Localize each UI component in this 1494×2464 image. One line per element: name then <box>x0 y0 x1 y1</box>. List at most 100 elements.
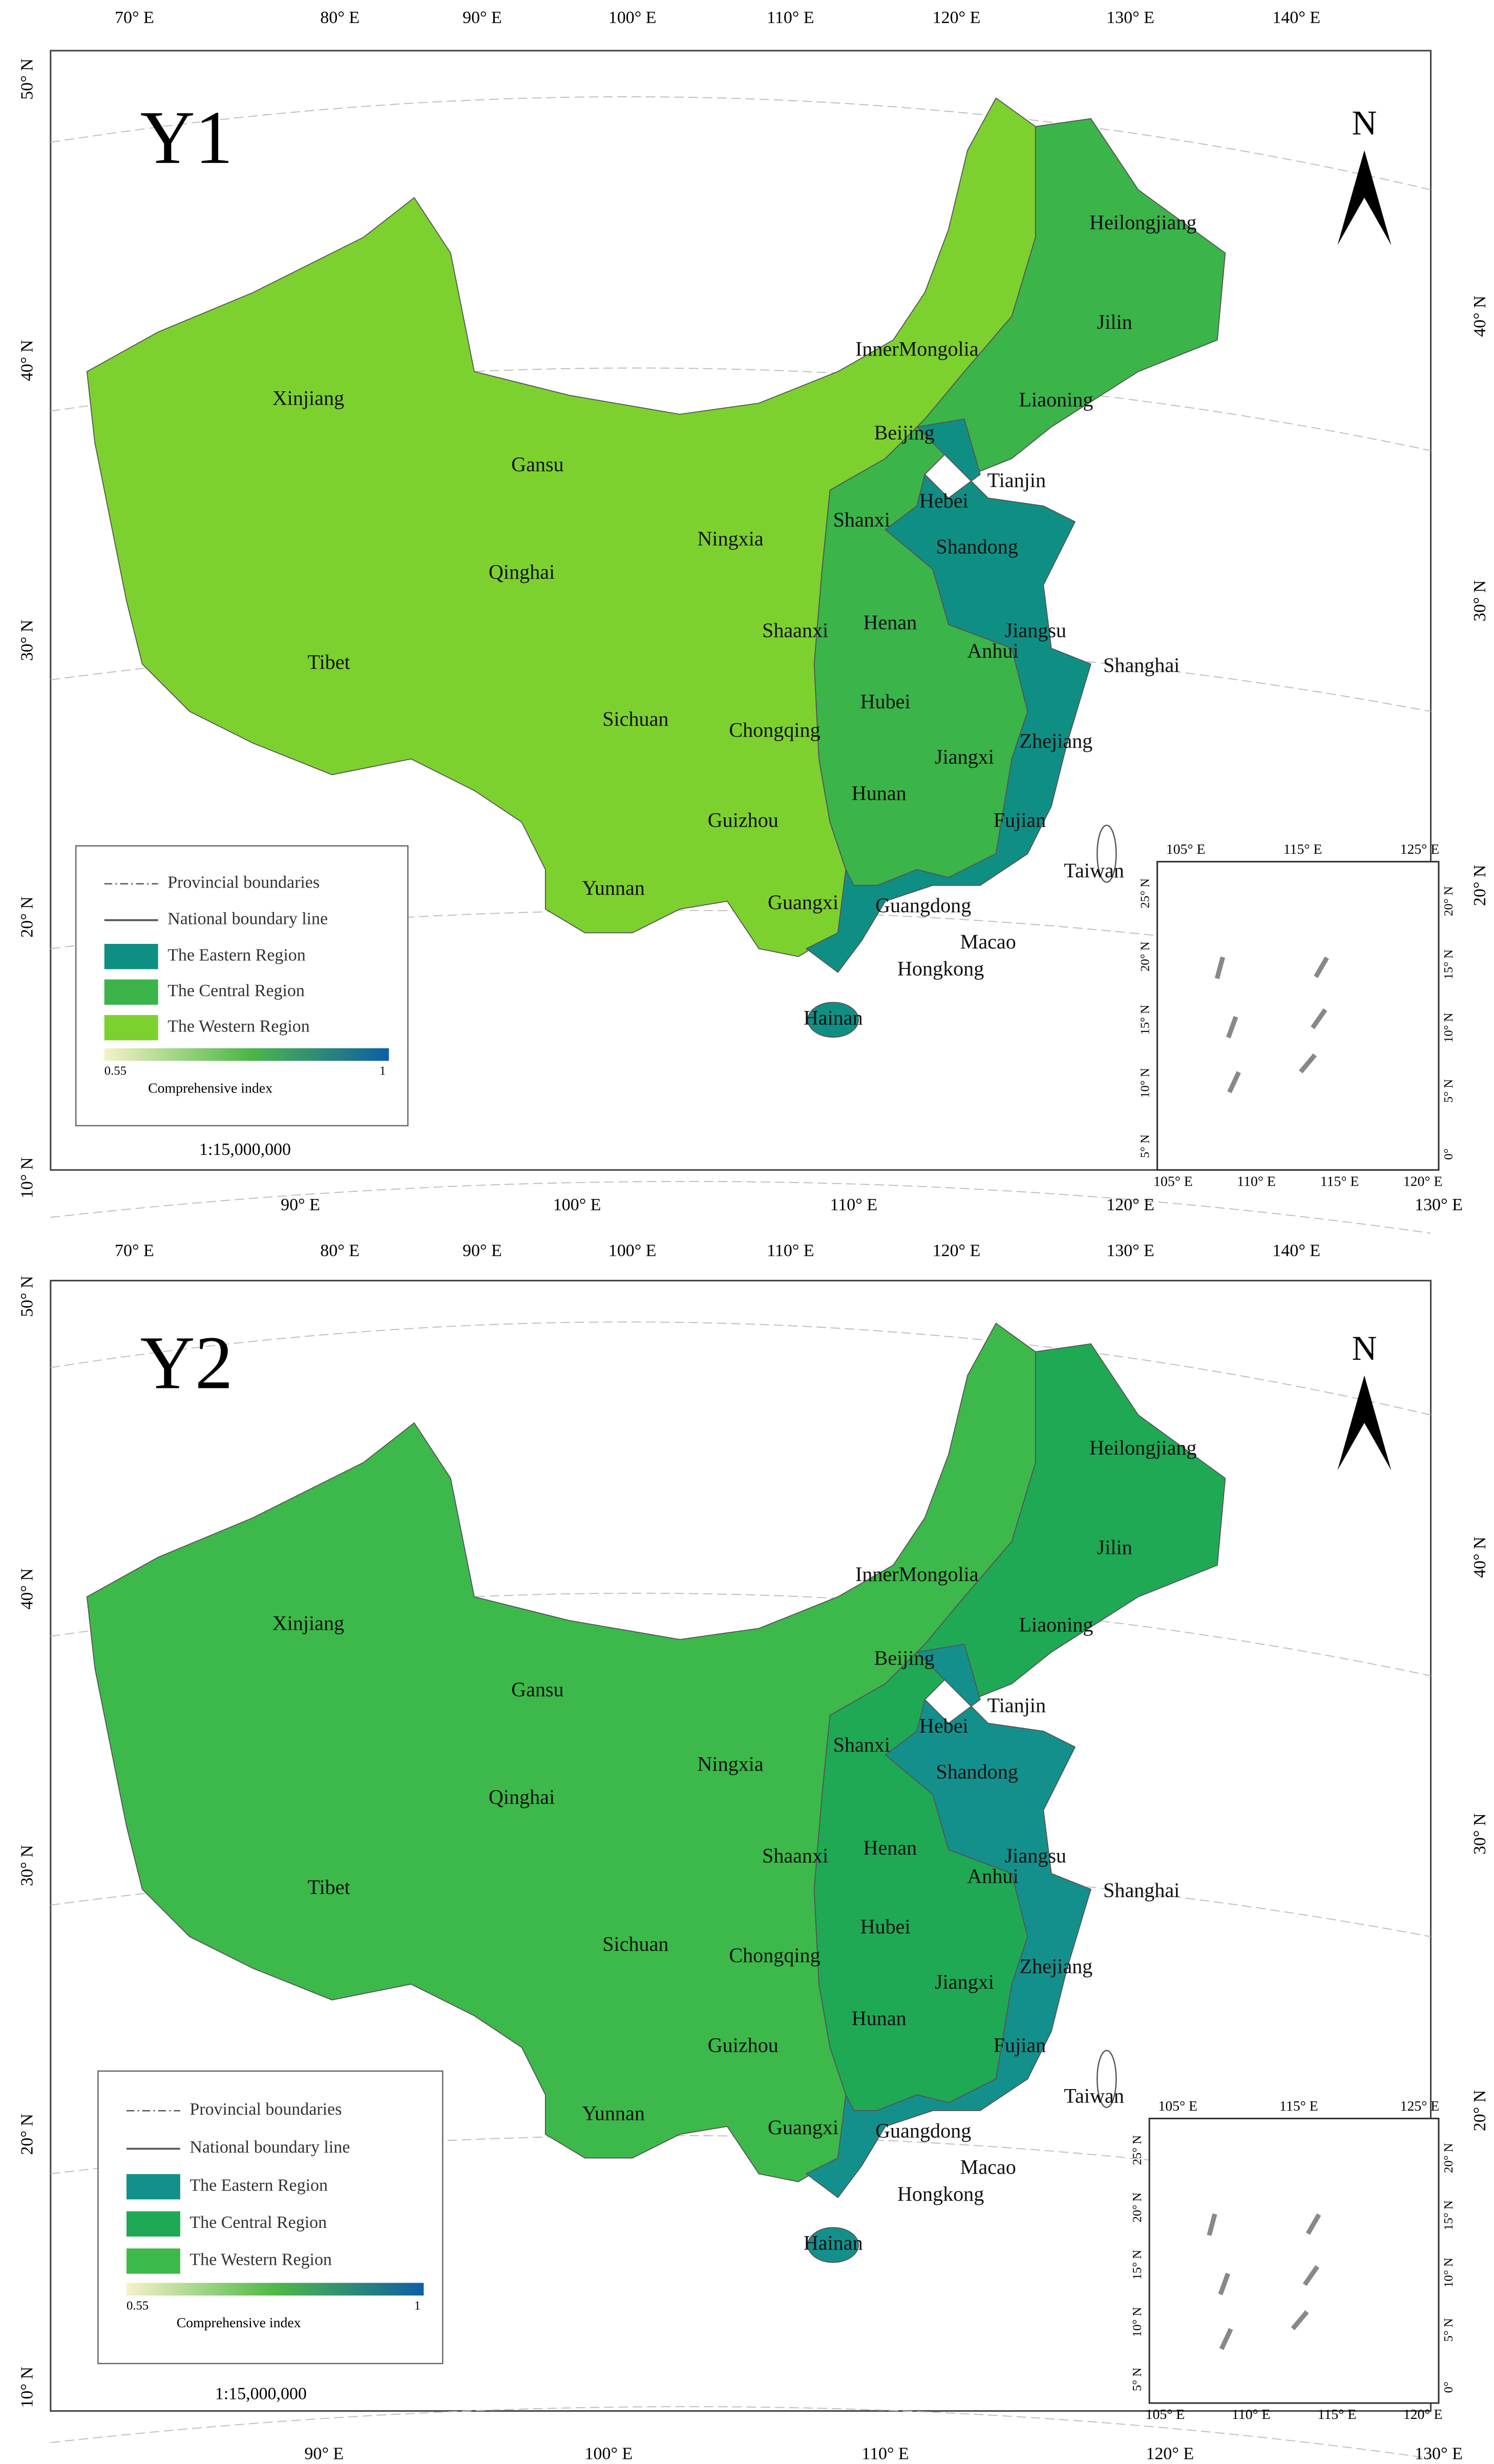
legend-label: The Western Region <box>167 1017 310 1036</box>
inset-lat-label: 10° N <box>1442 1013 1456 1043</box>
north-label: N <box>1352 103 1377 142</box>
inset-lon-label: 115° E <box>1283 841 1322 857</box>
lon-label: 70° E <box>115 1241 154 1260</box>
island-dashes <box>1226 1016 1238 1039</box>
province-label: Tibet <box>307 650 350 673</box>
province-label: Fujian <box>994 808 1046 831</box>
province-label: Shanxi <box>833 508 890 531</box>
lon-label: 130° E <box>1106 8 1154 27</box>
lat-label: 50° N <box>17 1276 36 1317</box>
inset-lat-label: 0° <box>1442 1148 1456 1160</box>
island-dashes <box>1299 1053 1317 1073</box>
province-label: Liaoning <box>1019 388 1093 411</box>
lat-label: 20° N <box>1470 865 1489 906</box>
province-label: Taiwan <box>1064 2084 1124 2107</box>
province-label: Liaoning <box>1019 1613 1093 1636</box>
province-label: Hebei <box>919 1714 969 1737</box>
inset-lon-label: 105° E <box>1166 841 1206 857</box>
province-label: Zhejiang <box>1020 1954 1093 1977</box>
inset-lat-label: 15° N <box>1442 2200 1456 2230</box>
inset-lat-label: 10° N <box>1130 2307 1144 2337</box>
province-label: Anhui <box>967 1864 1018 1887</box>
legend-label: National boundary line <box>190 2138 350 2157</box>
inset-lon-label: 110° E <box>1232 2407 1271 2423</box>
legend-swatch <box>104 1015 158 1041</box>
province-label: Guizhou <box>708 2034 778 2057</box>
province-label: Heilongjiang <box>1089 211 1196 234</box>
legend: Provincial boundaries National boundary l… <box>97 2070 444 2365</box>
inset-lon-label: 120° E <box>1403 2407 1443 2423</box>
province-label: Jiangxi <box>935 1970 994 1993</box>
lon-label: 130° E <box>1106 1241 1154 1260</box>
colorbar-title: Comprehensive index <box>177 2315 301 2331</box>
legend-label: The Eastern Region <box>190 2176 328 2195</box>
colorbar-max: 1 <box>414 2299 420 2312</box>
legend-label: Provincial boundaries <box>190 2100 342 2119</box>
province-label: Hebei <box>919 489 969 512</box>
province-label: InnerMongolia <box>855 1563 979 1586</box>
lon-label: 80° E <box>320 1241 360 1260</box>
inset-lon-label: 115° E <box>1318 2407 1357 2423</box>
graticule <box>50 96 1431 191</box>
inset-lon-label: 125° E <box>1400 2098 1440 2114</box>
province-label: Taiwan <box>1064 859 1124 882</box>
province-label: Guizhou <box>708 808 778 831</box>
inset-lon-label: 105° E <box>1146 2407 1185 2423</box>
province-label: Sichuan <box>602 707 668 730</box>
province-label: Shanghai <box>1103 1879 1180 1902</box>
legend-label: National boundary line <box>167 909 328 928</box>
province-label: Ningxia <box>697 527 763 550</box>
province-label: Guangxi <box>768 891 838 914</box>
legend-label: The Central Region <box>167 981 305 1000</box>
province-label: Fujian <box>994 2034 1046 2057</box>
legend-label: The Central Region <box>190 2213 327 2232</box>
lat-label: 40° N <box>1470 1536 1489 1578</box>
taiwan-island <box>1096 2050 1117 2109</box>
inset-lon-label: 105° E <box>1153 1173 1193 1189</box>
island-dashes <box>1218 2272 1230 2295</box>
lon-label: 130° E <box>1415 1195 1463 1214</box>
province-label: Guangdong <box>875 2119 971 2142</box>
province-label: Chongqing <box>729 1944 820 1967</box>
lon-label: 90° E <box>462 8 502 27</box>
island-dashes <box>1227 1071 1241 1093</box>
lon-label: 80° E <box>320 8 360 27</box>
panel-title: Y2 <box>140 1321 233 1405</box>
lon-label: 140° E <box>1272 8 1320 27</box>
graticule <box>50 2406 1431 2459</box>
colorbar <box>126 2283 424 2296</box>
north-arrow <box>1337 150 1392 245</box>
lon-label: 70° E <box>115 8 154 27</box>
eastern-region <box>805 418 1092 973</box>
lon-label: 120° E <box>1146 2445 1194 2463</box>
legend-swatch <box>104 979 158 1005</box>
island-dashes <box>1219 2328 1233 2350</box>
province-label: Hubei <box>860 690 911 713</box>
province-label: Guangxi <box>768 2116 838 2139</box>
province-label: Hunan <box>852 782 907 805</box>
lon-label: 110° E <box>830 1195 877 1214</box>
lat-label: 30° N <box>17 1845 36 1886</box>
inset-lat-label: 5° N <box>1442 1079 1456 1103</box>
lon-label: 110° E <box>767 1241 814 1260</box>
lon-label: 100° E <box>585 2445 633 2463</box>
inset-frame <box>1156 860 1440 1171</box>
legend-swatch <box>126 2248 180 2274</box>
province-label: Jiangsu <box>1005 619 1066 642</box>
lon-label: 130° E <box>1415 2445 1463 2463</box>
province-label: Gansu <box>511 453 564 476</box>
scale-text: 1:15,000,000 <box>199 1140 291 1159</box>
inset-lon-label: 115° E <box>1320 1173 1359 1189</box>
lat-label: 20° N <box>1470 2090 1489 2132</box>
province-label: Guangdong <box>875 894 971 917</box>
province-label: Sichuan <box>602 1932 668 1955</box>
province-label: Gansu <box>511 1678 564 1701</box>
south-china-sea-inset: 105° E 115° E 125° E 105° E 110° E 115° E 120°… <box>1139 841 1456 1189</box>
inset-lat-label: 15° N <box>1139 1005 1152 1035</box>
legend-swatch <box>126 2174 180 2200</box>
island-dashes <box>1311 1008 1328 1029</box>
province-label: InnerMongolia <box>855 338 979 361</box>
province-label: Hongkong <box>897 2182 984 2205</box>
legend-label: The Eastern Region <box>167 945 306 964</box>
